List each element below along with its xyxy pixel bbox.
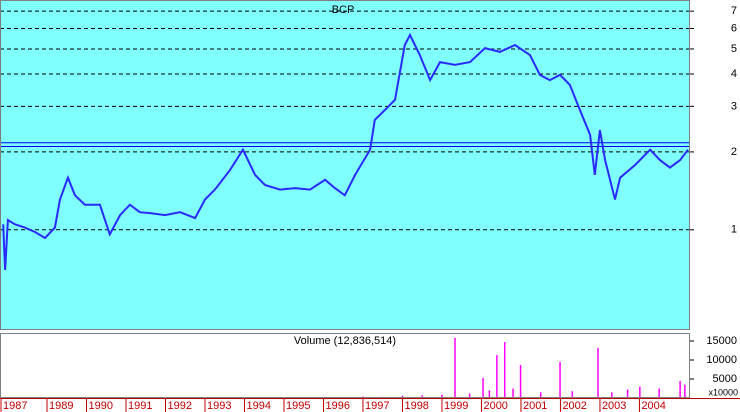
x-tick-label: 1992 [167,400,191,412]
y-tick-label: 4 [731,68,737,80]
plot-background [0,0,690,330]
y-tick-label: 10000 [706,354,737,366]
x-tick-label: 2001 [523,400,547,412]
x-tick-label: 1996 [325,400,349,412]
x-tick-label: 1994 [246,400,270,412]
x-tick-label: 1999 [444,400,468,412]
volume-unit: x10000 [708,387,738,397]
x-tick-label: 1995 [286,400,310,412]
y-tick-label: 7 [731,5,737,17]
x-tick-label: 1990 [88,400,112,412]
plot-border [0,0,690,330]
price-line [2,32,689,270]
x-tick-label: 2003 [602,400,626,412]
y-tick-label: 1 [731,224,737,236]
x-tick-label: 1987 [3,400,27,412]
x-tick-label: 2004 [641,400,665,412]
x-tick-label: 1989 [49,400,73,412]
x-tick-label: 1998 [404,400,428,412]
volume-title: Volume (12,836,514) [294,335,396,347]
x-tick-label: 1991 [128,400,152,412]
y-tick-label: 5000 [713,373,737,385]
plot-background [0,333,690,398]
x-tick-label: 2002 [562,400,586,412]
x-tick-label: 2000 [483,400,507,412]
plot-border [0,333,690,398]
y-tick-label: 3 [731,100,737,112]
y-tick-label: 6 [731,22,737,34]
x-tick-label: 1993 [207,400,231,412]
y-tick-label: 15000 [706,335,737,347]
y-tick-label: 2 [731,146,737,158]
chart-title: BCP [332,4,355,16]
y-tick-label: 5 [731,43,737,55]
x-tick-label: 1997 [365,400,389,412]
